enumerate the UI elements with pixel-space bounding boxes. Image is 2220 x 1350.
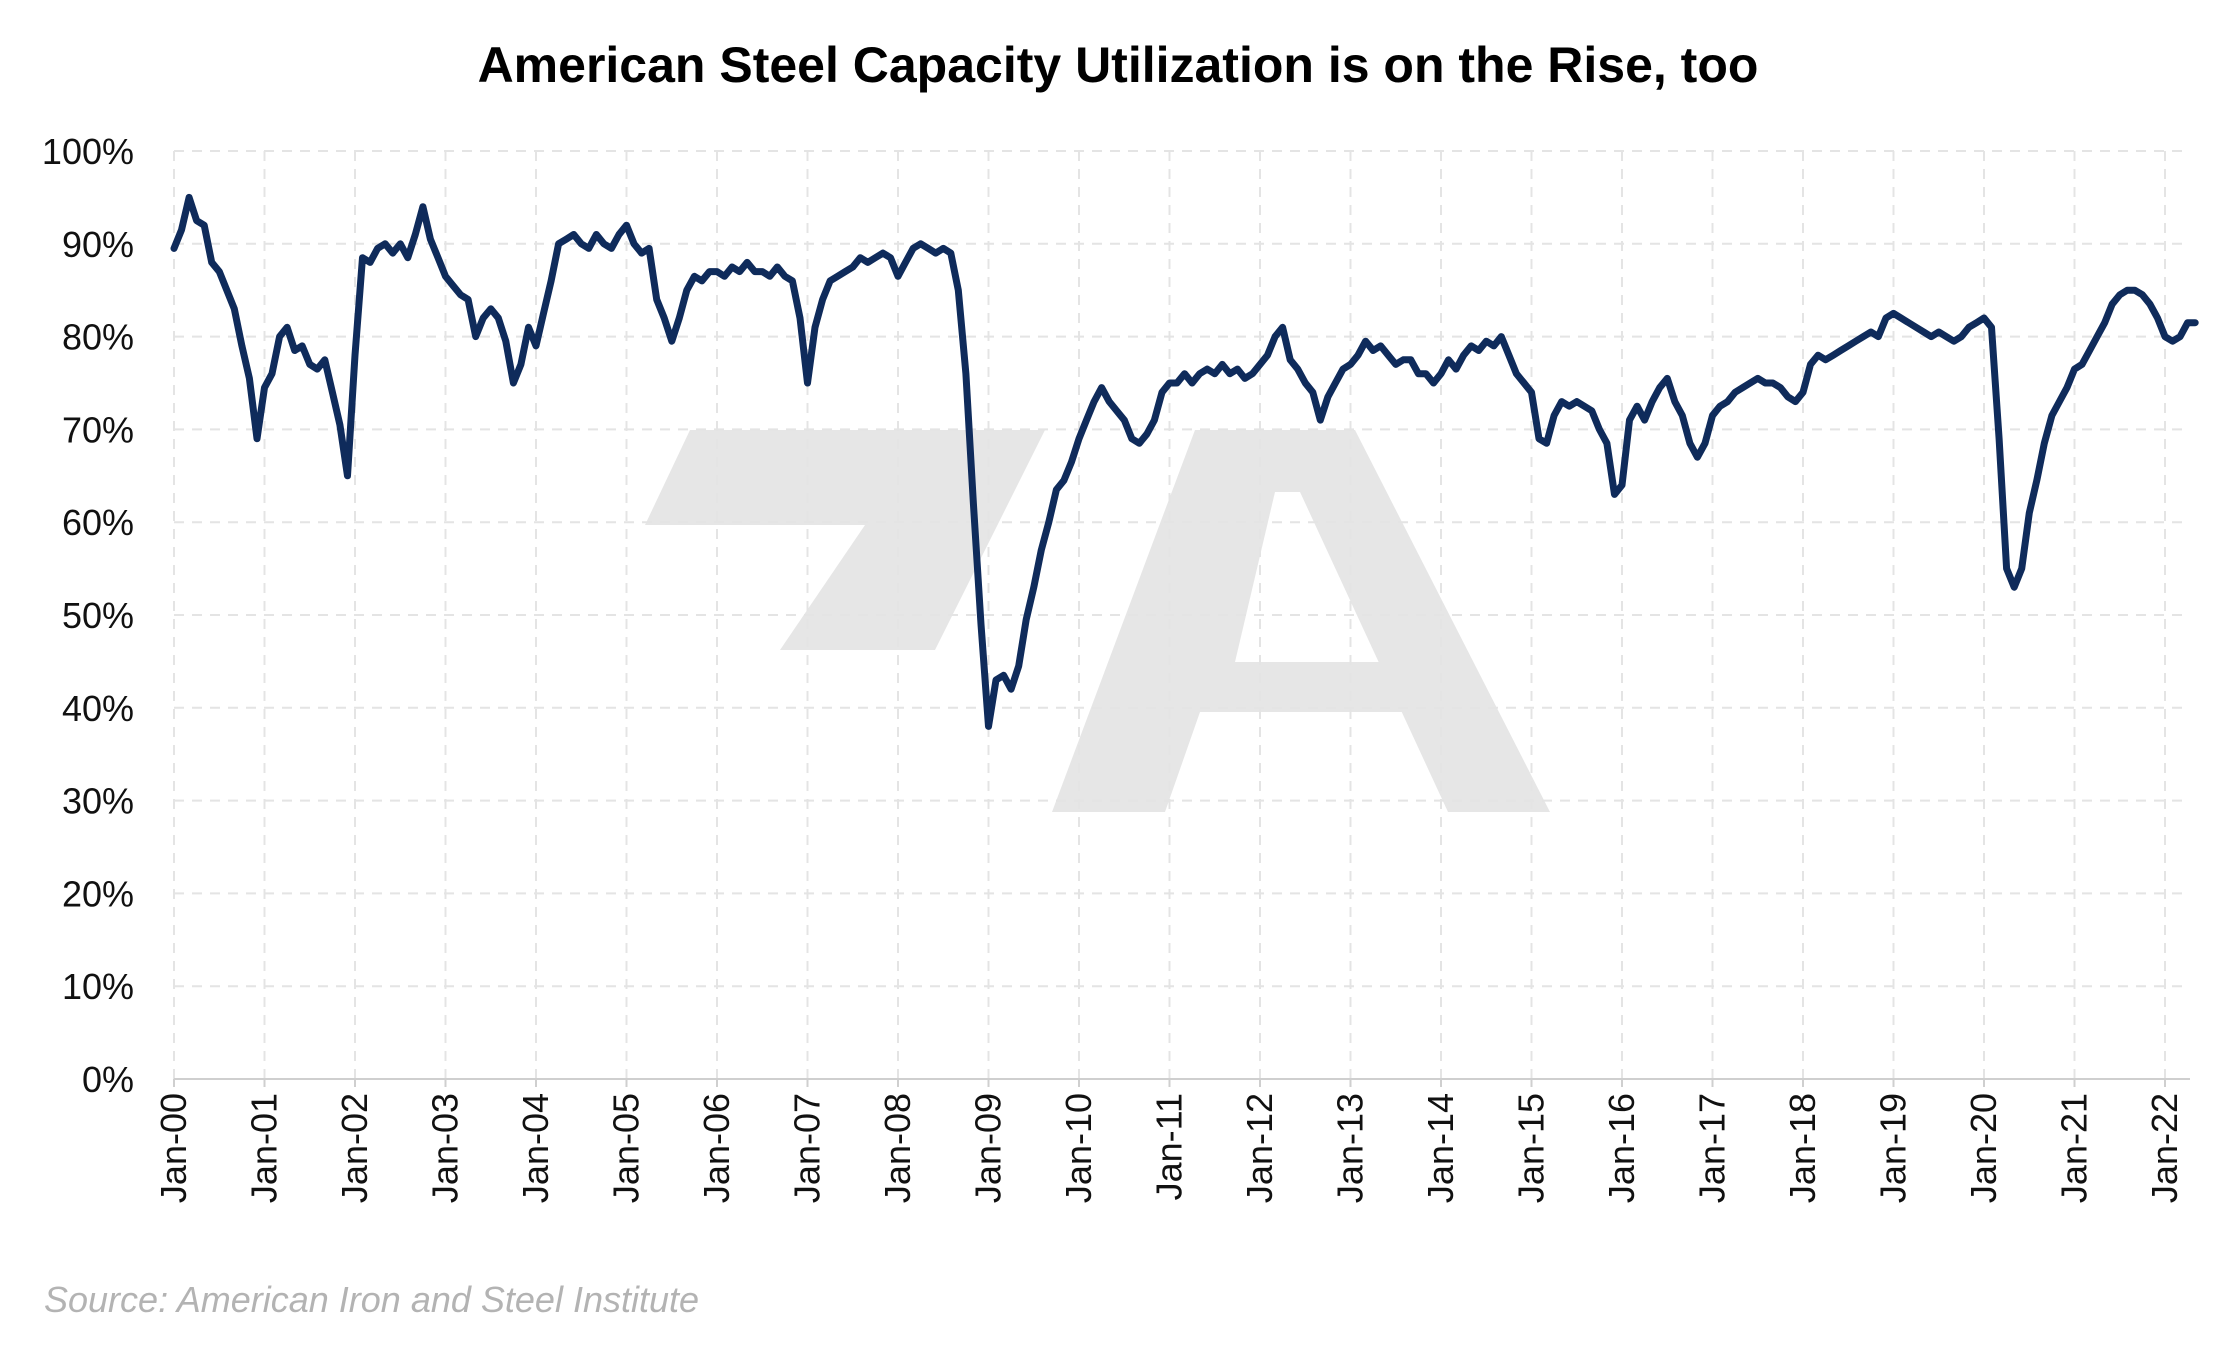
x-tick-label: Jan-07	[787, 1093, 828, 1203]
x-tick-label: Jan-21	[2054, 1093, 2095, 1203]
x-tick-label: Jan-04	[515, 1093, 556, 1203]
y-tick-label: 50%	[62, 595, 134, 636]
x-tick-label: Jan-06	[696, 1093, 737, 1203]
watermark-a-shape	[1052, 430, 1550, 812]
x-tick-label: Jan-03	[425, 1093, 466, 1203]
x-tick-label: Jan-00	[153, 1093, 194, 1203]
x-tick-label: Jan-08	[877, 1093, 918, 1203]
x-tick-label: Jan-14	[1420, 1093, 1461, 1203]
y-tick-label: 20%	[62, 873, 134, 914]
y-tick-label: 100%	[42, 131, 134, 172]
y-tick-label: 60%	[62, 502, 134, 543]
y-tick-label: 0%	[82, 1059, 134, 1100]
x-tick-label: Jan-16	[1601, 1093, 1642, 1203]
y-tick-label: 40%	[62, 688, 134, 729]
y-tick-label: 10%	[62, 966, 134, 1007]
x-tick-label: Jan-20	[1963, 1093, 2004, 1203]
x-tick-label: Jan-09	[968, 1093, 1009, 1203]
x-tick-label: Jan-02	[334, 1093, 375, 1203]
x-tick-label: Jan-13	[1330, 1093, 1371, 1203]
x-tick-label: Jan-15	[1511, 1093, 1552, 1203]
watermark-logo	[645, 430, 1550, 812]
x-tick-label: Jan-19	[1873, 1093, 1914, 1203]
x-tick-label: Jan-01	[244, 1093, 285, 1203]
x-tick-label: Jan-17	[1692, 1093, 1733, 1203]
x-axis-ticks: Jan-00 Jan-01 Jan-02 Jan-03 Jan-04 Jan-05 Jan-…	[153, 1093, 2185, 1203]
x-tick-label: Jan-18	[1782, 1093, 1823, 1203]
y-tick-label: 30%	[62, 781, 134, 822]
x-tick-label: Jan-12	[1239, 1093, 1280, 1203]
series-line-capacity-utilization	[170, 193, 2199, 730]
y-axis-ticks: 0% 10% 20% 30% 40% 50% 60% 70% 80% 90% 100%	[42, 131, 134, 1100]
x-tick-label: Jan-11	[1149, 1093, 1190, 1200]
y-tick-label: 90%	[62, 224, 134, 265]
y-tick-label: 70%	[62, 409, 134, 450]
gridlines	[173, 150, 2190, 1080]
source-note: Source: American Iron and Steel Institut…	[44, 1279, 699, 1320]
y-tick-label: 80%	[62, 317, 134, 358]
x-tick-label: Jan-22	[2144, 1093, 2185, 1203]
x-tick-label: Jan-10	[1058, 1093, 1099, 1203]
chart-title: American Steel Capacity Utilization is o…	[478, 37, 1759, 93]
x-tick-label: Jan-05	[606, 1093, 647, 1203]
axes	[173, 1078, 2190, 1087]
watermark-seven-shape	[645, 430, 1045, 650]
